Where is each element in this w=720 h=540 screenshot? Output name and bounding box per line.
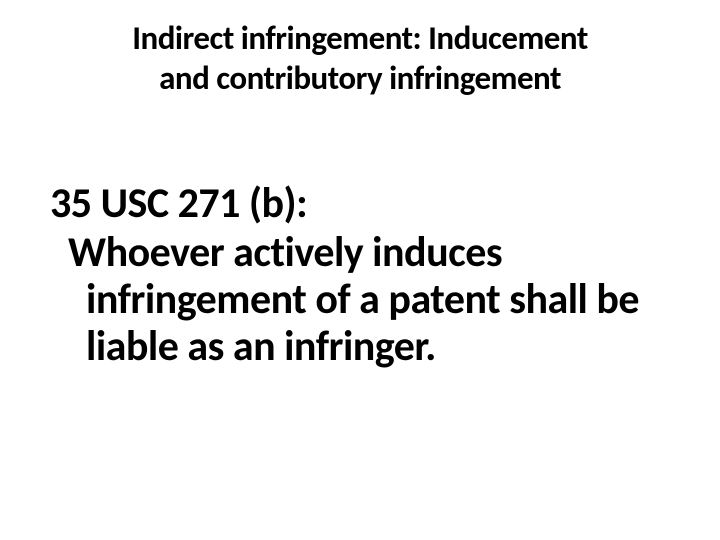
slide-container: Indirect infringement: Inducement and co… <box>0 0 720 540</box>
slide-title: Indirect infringement: Inducement and co… <box>40 18 680 98</box>
title-line-1: Indirect infringement: Inducement <box>70 18 650 58</box>
title-line-2: and contributory infringement <box>70 58 650 98</box>
slide-body: 35 USC 271 (b): Whoever actively induces… <box>40 178 680 370</box>
statute-reference: 35 USC 271 (b): <box>50 178 680 229</box>
statute-body-text: Whoever actively induces infringement of… <box>68 229 680 370</box>
